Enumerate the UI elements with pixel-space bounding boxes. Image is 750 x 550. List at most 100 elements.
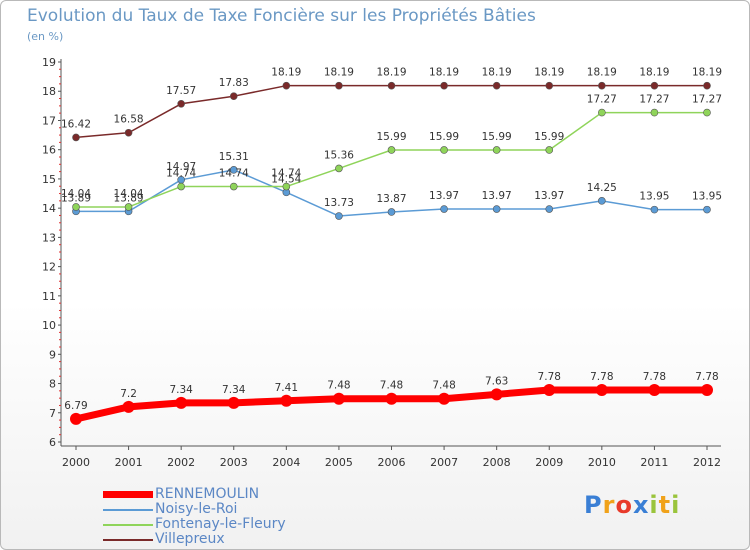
data-point xyxy=(387,208,396,216)
data-label: 14.04 xyxy=(61,188,91,200)
data-point xyxy=(440,205,448,213)
data-point xyxy=(282,182,291,191)
data-label: 14.74 xyxy=(219,168,249,180)
x-tick-label: 2004 xyxy=(272,456,300,469)
data-label: 13.97 xyxy=(534,190,564,202)
data-point xyxy=(72,203,80,211)
data-label: 18.19 xyxy=(271,67,301,79)
y-tick-label: 15 xyxy=(42,173,56,186)
data-point xyxy=(70,412,82,425)
x-tick-label: 2002 xyxy=(167,456,195,469)
data-point xyxy=(492,205,501,213)
data-point xyxy=(229,166,238,174)
data-label: 17.27 xyxy=(639,94,669,106)
data-label: 15.99 xyxy=(534,131,564,143)
y-tick-label: 8 xyxy=(49,378,56,391)
x-tick-label: 2007 xyxy=(430,456,458,469)
data-label: 18.19 xyxy=(482,67,512,79)
x-tick-label: 2012 xyxy=(693,456,721,469)
data-label: 17.27 xyxy=(587,94,617,106)
x-tick-label: 2006 xyxy=(378,456,406,469)
data-point xyxy=(490,388,503,401)
data-label: 7.78 xyxy=(695,371,718,383)
data-point xyxy=(703,81,711,90)
y-tick-label: 11 xyxy=(42,290,56,303)
y-tick-label: 7 xyxy=(49,407,56,420)
data-point xyxy=(387,81,396,90)
data-point xyxy=(72,133,80,142)
data-point xyxy=(650,81,659,90)
data-point xyxy=(703,205,711,214)
data-point xyxy=(598,197,606,205)
data-label: 7.78 xyxy=(538,371,561,383)
data-label: 13.97 xyxy=(429,190,459,202)
x-tick-label: 2008 xyxy=(483,456,511,469)
data-point xyxy=(492,146,501,154)
data-point xyxy=(122,400,135,413)
data-label: 15.99 xyxy=(482,131,512,143)
data-label: 13.89 xyxy=(114,192,144,204)
data-point xyxy=(229,92,238,100)
legend-label: Fontenay-le-Fleury xyxy=(155,516,286,532)
data-label: 17.83 xyxy=(219,77,249,89)
data-label: 15.99 xyxy=(376,131,406,143)
data-point xyxy=(650,108,659,117)
logo-letter: t xyxy=(658,491,672,519)
y-tick-label: 14 xyxy=(42,202,56,215)
logo-letter: r xyxy=(602,491,616,519)
data-label: 14.54 xyxy=(271,173,301,185)
x-tick-label: 2003 xyxy=(220,456,248,469)
y-tick-label: 6 xyxy=(49,436,56,449)
data-label: 14.25 xyxy=(587,182,617,194)
data-label: 7.48 xyxy=(432,380,455,392)
data-label: 13.89 xyxy=(61,192,91,204)
data-label: 6.79 xyxy=(64,400,87,412)
data-point xyxy=(175,396,188,409)
chart-title: Evolution du Taux de Taxe Foncière sur l… xyxy=(27,6,536,26)
data-label: 7.34 xyxy=(169,384,193,396)
data-label: 18.19 xyxy=(429,67,459,79)
y-tick-label: 19 xyxy=(42,56,56,69)
data-point xyxy=(387,146,396,154)
data-point xyxy=(335,164,343,173)
data-label: 13.95 xyxy=(692,191,722,203)
data-point xyxy=(701,383,713,396)
data-point xyxy=(440,81,448,90)
data-label: 16.42 xyxy=(61,118,91,130)
data-point xyxy=(492,81,501,90)
data-label: 18.19 xyxy=(534,67,564,79)
legend-swatch xyxy=(103,524,153,526)
data-label: 14.74 xyxy=(166,168,196,180)
chart-subtitle: (en %) xyxy=(27,30,64,43)
data-label: 13.73 xyxy=(324,197,354,209)
x-tick-label: 2010 xyxy=(588,456,616,469)
data-label: 16.58 xyxy=(114,114,144,126)
data-label: 18.19 xyxy=(376,67,406,79)
data-point xyxy=(177,100,185,108)
y-tick-label: 10 xyxy=(42,319,56,332)
data-label: 7.2 xyxy=(120,388,137,400)
data-label: 14.74 xyxy=(271,168,301,180)
data-label: 18.19 xyxy=(324,67,354,79)
data-point xyxy=(438,392,451,405)
data-point xyxy=(598,108,606,117)
data-label: 14.04 xyxy=(114,188,144,200)
proxiti-logo: Proxiti xyxy=(584,491,680,519)
data-label: 7.48 xyxy=(380,380,403,392)
data-label: 15.36 xyxy=(324,149,354,161)
data-point xyxy=(282,81,291,90)
data-label: 13.95 xyxy=(639,191,669,203)
data-label: 7.41 xyxy=(275,382,298,394)
data-label: 14.97 xyxy=(166,161,196,173)
data-point xyxy=(648,383,661,396)
legend-label: RENNEMOULIN xyxy=(155,486,260,502)
x-tick-label: 2011 xyxy=(640,456,668,469)
data-point xyxy=(650,205,659,214)
data-point xyxy=(545,146,554,154)
data-point xyxy=(124,203,133,211)
data-point xyxy=(545,81,554,90)
data-label: 17.27 xyxy=(692,94,722,106)
legend-swatch xyxy=(103,509,153,511)
logo-letter: i xyxy=(649,491,659,519)
